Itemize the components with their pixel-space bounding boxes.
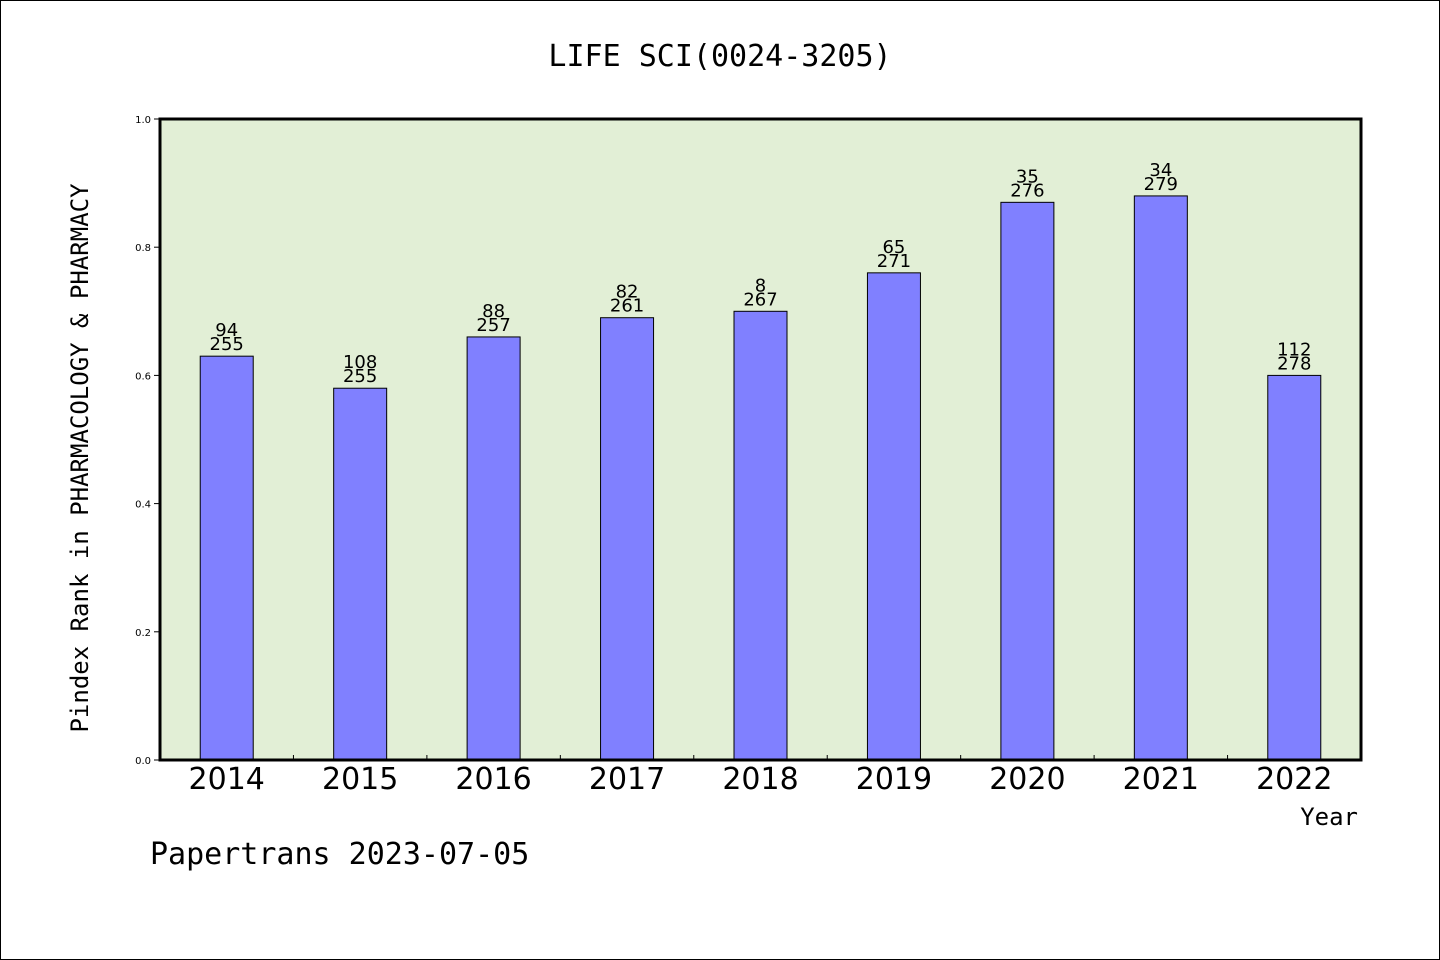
- y-tick-label-0.6: 0.6: [135, 371, 151, 382]
- x-tick-label-2014: 2014: [189, 762, 265, 797]
- x-tick-label-2020: 2020: [989, 762, 1065, 797]
- y-tick-label-0.2: 0.2: [135, 628, 151, 639]
- y-tick-label-0.4: 0.4: [135, 500, 151, 511]
- bar-2020: [1000, 201, 1055, 761]
- bar-2014: [199, 355, 254, 761]
- total-label-2020: 276: [1010, 180, 1044, 201]
- x-tick-label-2015: 2015: [322, 762, 398, 797]
- y-tick-label-0.8: 0.8: [135, 243, 151, 254]
- rank-label-2015: 108: [343, 352, 377, 373]
- rank-label-2019: 65: [882, 237, 905, 258]
- bar-2019: [866, 272, 921, 761]
- bar-2022: [1267, 374, 1322, 761]
- footer-credit: Papertrans 2023-07-05: [150, 837, 529, 872]
- rank-label-2021: 34: [1149, 160, 1172, 181]
- rank-label-2014: 94: [215, 320, 238, 341]
- x-axis: 2014 2015 2016 2017 2018 2019 2020 2021 2022: [189, 755, 1332, 797]
- y-tick-label-0.0: 0.0: [135, 756, 151, 767]
- x-tick-label-2022: 2022: [1256, 762, 1332, 797]
- total-label-2014: 255: [210, 334, 244, 355]
- x-axis-label: Year: [1300, 803, 1358, 831]
- rank-label-2018: 8: [755, 275, 766, 296]
- total-label-2015: 255: [343, 366, 377, 387]
- bar-2018: [733, 310, 788, 761]
- total-label-2021: 279: [1144, 174, 1178, 195]
- total-label-2016: 257: [476, 315, 510, 336]
- data-labels-group: 9425510825588257822618267652713527634279…: [210, 160, 1312, 387]
- total-label-2022: 278: [1277, 353, 1311, 374]
- bar-2016: [466, 336, 521, 761]
- y-axis: 0.0 0.2 0.4 0.6 0.8 1.0: [135, 115, 160, 767]
- y-axis-label: Pindex Rank in PHARMACOLOGY & PHARMACY: [66, 183, 94, 733]
- x-tick-label-2019: 2019: [856, 762, 932, 797]
- x-tick-label-2018: 2018: [722, 762, 798, 797]
- bar-2015: [333, 387, 388, 761]
- x-tick-label-2021: 2021: [1123, 762, 1199, 797]
- bars-group: [199, 195, 1322, 761]
- rank-label-2016: 88: [482, 301, 505, 322]
- total-label-2018: 267: [743, 289, 777, 310]
- plot-border: [158, 117, 1363, 762]
- rank-label-2022: 112: [1277, 339, 1311, 360]
- total-label-2019: 271: [877, 251, 911, 272]
- rank-label-2017: 82: [616, 282, 639, 303]
- x-tick-label-2017: 2017: [589, 762, 665, 797]
- bar-2021: [1133, 195, 1188, 761]
- x-tick-label-2016: 2016: [455, 762, 531, 797]
- bar-2017: [600, 317, 655, 761]
- y-tick-label-1.0: 1.0: [135, 115, 151, 126]
- rank-label-2020: 35: [1016, 166, 1039, 187]
- chart-title: LIFE SCI(0024-3205): [548, 39, 891, 74]
- total-label-2017: 261: [610, 296, 644, 317]
